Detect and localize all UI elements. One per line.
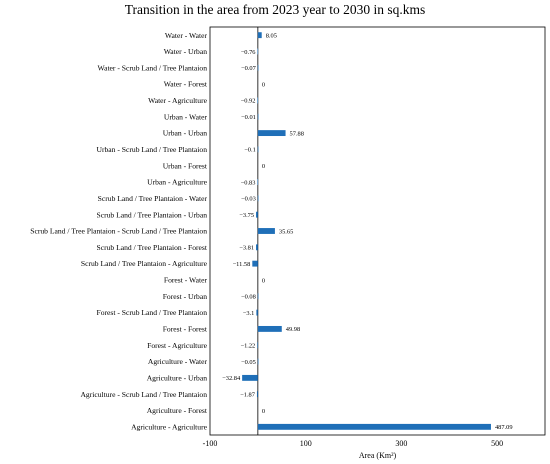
value-label: 0 [262, 163, 265, 170]
bar [257, 146, 259, 153]
value-label: 8.05 [266, 32, 277, 39]
value-label: −0.05 [241, 359, 256, 366]
x-tick-label: 300 [395, 439, 407, 448]
value-label: −0.1 [244, 147, 256, 154]
bars [242, 32, 491, 430]
bar [257, 293, 259, 300]
bar [256, 244, 258, 251]
category-label: Scrub Land / Tree Plantaion - Urban [96, 210, 207, 219]
category-label: Scrub Land / Tree Plantaion - Forest [96, 243, 207, 252]
category-labels: Water - Water Water - Urban Water - Scrub … [30, 31, 208, 432]
category-label: Urban - Forest [163, 161, 208, 170]
value-label: −32.84 [222, 375, 241, 382]
bar [257, 423, 491, 430]
bar [252, 260, 258, 267]
category-label: Water - Urban [164, 47, 207, 56]
value-label: −1.22 [240, 343, 255, 350]
category-label: Water - Scrub Land / Tree Plantaion [98, 63, 208, 72]
value-label: −0.01 [241, 114, 256, 121]
value-label: 49.98 [286, 326, 300, 333]
bar [257, 325, 282, 332]
category-label: Forest - Scrub Land / Tree Plantaion [96, 308, 207, 317]
category-label: Scrub Land / Tree Plantaion - Water [98, 194, 208, 203]
value-label: −0.08 [241, 294, 256, 301]
bar [257, 97, 259, 104]
bar [257, 130, 286, 137]
bar [257, 48, 259, 55]
x-axis-ticks: -100 100 300 500 [203, 439, 503, 448]
category-label: Urban - Urban [163, 129, 207, 138]
category-label: Water - Agriculture [148, 96, 207, 105]
value-label: −0.03 [241, 196, 256, 203]
x-tick-label: -100 [203, 439, 218, 448]
category-label: Scrub Land / Tree Plantaion - Scrub Land… [30, 227, 207, 236]
bar [257, 64, 259, 71]
value-label: −3.81 [239, 245, 254, 252]
value-label: −0.92 [241, 98, 256, 105]
x-tick-label: 500 [491, 439, 503, 448]
bar [257, 195, 259, 202]
category-label: Scrub Land / Tree Plantaion - Agricultur… [81, 259, 208, 268]
category-label: Agriculture - Forest [147, 406, 208, 415]
category-label: Water - Water [165, 31, 208, 40]
bar [257, 113, 259, 120]
category-label: Urban - Scrub Land / Tree Plantaion [96, 145, 207, 154]
value-label: 57.88 [290, 130, 304, 137]
category-label: Agriculture - Scrub Land / Tree Plantaio… [80, 390, 207, 399]
plot-frame [209, 26, 546, 436]
bar [256, 211, 258, 218]
value-label: 35.65 [279, 228, 293, 235]
value-label: −3.75 [239, 212, 254, 219]
bar [256, 309, 258, 316]
category-label: Agriculture - Urban [147, 373, 208, 382]
value-label: 487.09 [495, 424, 513, 431]
category-label: Forest - Urban [163, 292, 207, 301]
value-label: −0.83 [241, 179, 256, 186]
bar [256, 391, 258, 398]
bar [257, 342, 258, 349]
category-label: Forest - Agriculture [147, 341, 208, 350]
category-label: Forest - Water [164, 276, 208, 285]
category-label: Urban - Water [164, 112, 208, 121]
bar [257, 358, 259, 365]
bar [242, 374, 258, 381]
value-label: −3.1 [243, 310, 255, 317]
bar [257, 32, 262, 39]
category-label: Urban - Agriculture [147, 178, 208, 187]
category-label: Agriculture - Water [148, 357, 208, 366]
value-label: −1.87 [240, 392, 256, 399]
value-labels: 8.05 −0.76 −0.07 0 −0.92 −0.01 57.88 −0.1 0 −0.83… [222, 32, 512, 431]
value-label: −11.58 [233, 261, 251, 268]
value-label: −0.76 [241, 49, 256, 56]
value-label: 0 [262, 277, 265, 284]
bar [257, 179, 259, 185]
x-axis-label: Area (Km²) [359, 451, 397, 460]
value-label: 0 [262, 81, 265, 88]
value-label: 0 [262, 408, 265, 415]
x-tick-label: 100 [300, 439, 312, 448]
category-label: Forest - Forest [163, 325, 208, 334]
bar [257, 228, 275, 234]
category-label: Water - Forest [164, 80, 208, 89]
category-label: Agriculture - Agriculture [131, 422, 208, 431]
chart-title: Transition in the area from 2023 year to… [125, 2, 426, 17]
value-label: −0.07 [241, 65, 257, 72]
